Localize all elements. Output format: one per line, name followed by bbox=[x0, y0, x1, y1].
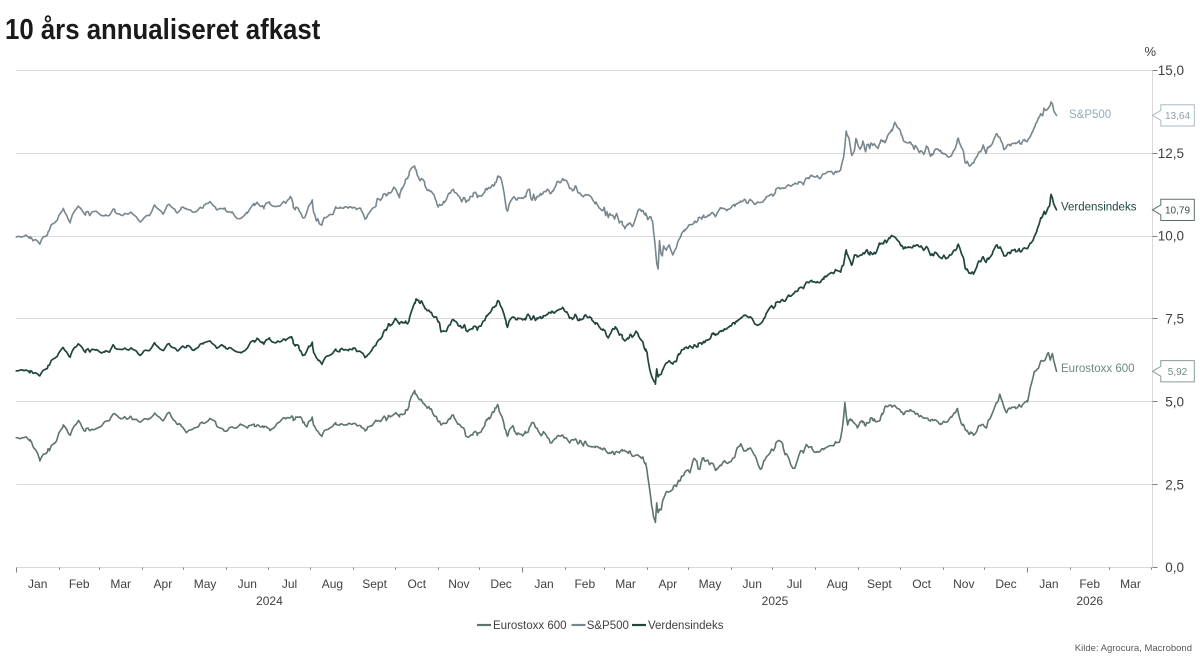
svg-text:Mar: Mar bbox=[615, 577, 636, 591]
svg-text:7,5: 7,5 bbox=[1165, 312, 1184, 327]
svg-text:10,0: 10,0 bbox=[1158, 229, 1184, 244]
svg-text:2,5: 2,5 bbox=[1165, 477, 1184, 492]
svg-text:S&P500: S&P500 bbox=[1069, 109, 1111, 121]
svg-text:Verdensindeks: Verdensindeks bbox=[1061, 202, 1137, 214]
svg-text:Dec: Dec bbox=[490, 577, 511, 591]
svg-text:2026: 2026 bbox=[1076, 594, 1103, 608]
svg-text:10 års annualiseret afkast: 10 års annualiseret afkast bbox=[5, 13, 320, 46]
svg-text:%: % bbox=[1144, 44, 1156, 59]
svg-text:Sept: Sept bbox=[362, 577, 387, 591]
svg-text:Jan: Jan bbox=[28, 577, 47, 591]
svg-text:Aug: Aug bbox=[322, 577, 343, 591]
svg-text:Eurostoxx 600: Eurostoxx 600 bbox=[1061, 363, 1135, 375]
svg-text:Kilde: Agrocura, Macrobond: Kilde: Agrocura, Macrobond bbox=[1075, 643, 1192, 654]
svg-text:Jul: Jul bbox=[282, 577, 297, 591]
svg-text:5,0: 5,0 bbox=[1165, 394, 1184, 409]
svg-text:5,92: 5,92 bbox=[1168, 367, 1188, 378]
svg-text:2025: 2025 bbox=[762, 594, 789, 608]
svg-text:2024: 2024 bbox=[256, 594, 283, 608]
svg-text:Mar: Mar bbox=[110, 577, 131, 591]
svg-text:15,0: 15,0 bbox=[1158, 63, 1184, 78]
svg-text:May: May bbox=[699, 577, 722, 591]
svg-text:Nov: Nov bbox=[953, 577, 974, 591]
svg-text:Eurostoxx 600: Eurostoxx 600 bbox=[493, 620, 567, 632]
svg-text:Jun: Jun bbox=[238, 577, 257, 591]
svg-text:Verdensindeks: Verdensindeks bbox=[648, 620, 724, 632]
svg-text:Mar: Mar bbox=[1120, 577, 1141, 591]
svg-text:Oct: Oct bbox=[407, 577, 426, 591]
svg-text:Apr: Apr bbox=[658, 577, 677, 591]
svg-text:Jun: Jun bbox=[743, 577, 762, 591]
svg-text:Jan: Jan bbox=[534, 577, 553, 591]
svg-text:Nov: Nov bbox=[448, 577, 469, 591]
svg-text:Jan: Jan bbox=[1039, 577, 1058, 591]
svg-text:10,79: 10,79 bbox=[1165, 205, 1190, 216]
svg-text:Oct: Oct bbox=[912, 577, 931, 591]
svg-text:12,5: 12,5 bbox=[1158, 146, 1184, 161]
svg-text:Feb: Feb bbox=[1079, 577, 1100, 591]
svg-text:13,64: 13,64 bbox=[1165, 111, 1190, 122]
svg-text:Dec: Dec bbox=[995, 577, 1016, 591]
svg-text:Apr: Apr bbox=[154, 577, 173, 591]
svg-text:Feb: Feb bbox=[574, 577, 595, 591]
svg-text:Aug: Aug bbox=[827, 577, 848, 591]
svg-text:S&P500: S&P500 bbox=[587, 620, 629, 632]
svg-text:Sept: Sept bbox=[867, 577, 892, 591]
svg-text:Jul: Jul bbox=[787, 577, 802, 591]
svg-text:Feb: Feb bbox=[69, 577, 90, 591]
svg-text:May: May bbox=[194, 577, 217, 591]
svg-text:0,0: 0,0 bbox=[1165, 560, 1184, 575]
